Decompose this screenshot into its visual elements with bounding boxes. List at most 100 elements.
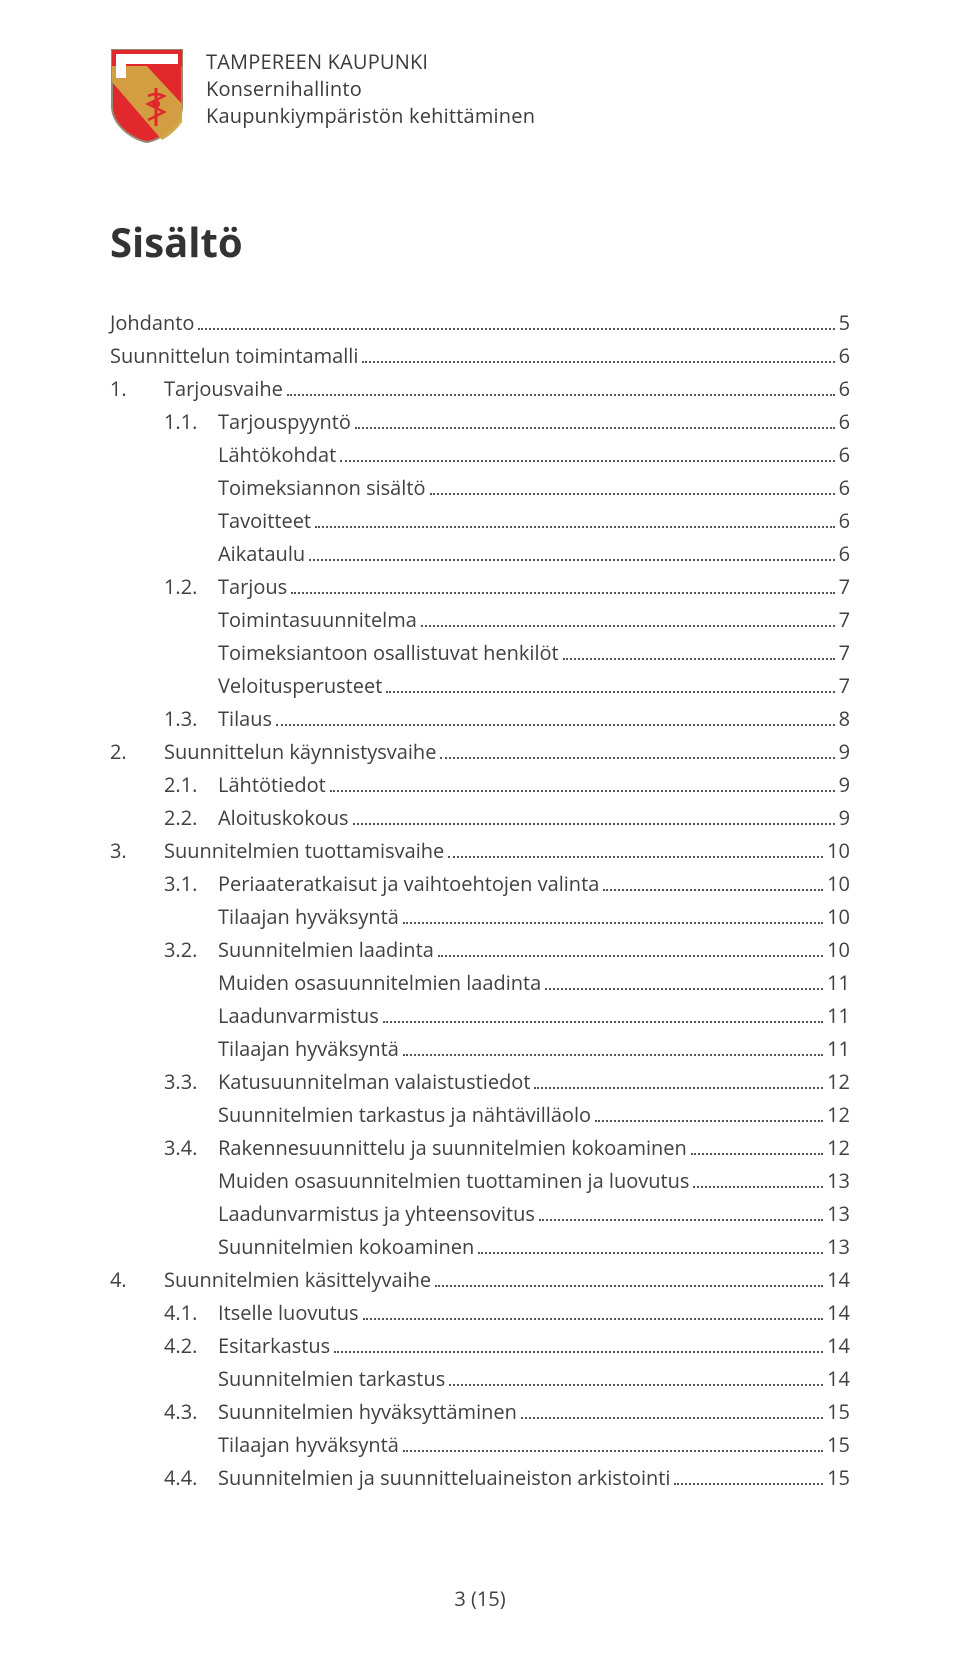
toc-entry-number: 2.2.	[164, 802, 218, 833]
toc-entry-label: Johdanto	[110, 307, 194, 338]
toc-entry-number: 2.	[110, 736, 164, 767]
toc-entry-page: 14	[827, 1363, 850, 1394]
toc-entry-page: 5	[839, 307, 850, 338]
toc-leader-dots	[287, 378, 835, 396]
toc-entry-label: Suunnittelun toimintamalli	[110, 340, 358, 371]
toc-entry-label: Katusuunnitelman valaistustiedot	[218, 1066, 530, 1097]
toc-entry: Suunnitelmien tarkastus ja nähtävilläolo…	[110, 1099, 850, 1130]
toc-leader-dots	[403, 906, 823, 924]
toc-entry: 1.2.Tarjous7	[110, 571, 850, 602]
toc-entry: Tilaajan hyväksyntä11	[110, 1033, 850, 1064]
toc-entry-page: 11	[827, 967, 850, 998]
toc-entry-label: Toimeksiannon sisältö	[218, 472, 426, 503]
toc-leader-dots	[403, 1038, 823, 1056]
toc-entry-page: 6	[839, 439, 850, 470]
toc-leader-dots	[309, 543, 834, 561]
toc-entry-page: 12	[827, 1066, 850, 1097]
toc-leader-dots	[330, 774, 835, 792]
toc-leader-dots	[440, 741, 834, 759]
toc-entry-page: 6	[839, 406, 850, 437]
toc-leader-dots	[521, 1401, 823, 1419]
toc-leader-dots	[315, 510, 835, 528]
toc-leader-dots	[448, 840, 823, 858]
toc-leader-dots	[386, 675, 834, 693]
toc-entry: Muiden osasuunnitelmien tuottaminen ja l…	[110, 1165, 850, 1196]
toc-entry-page: 10	[827, 835, 850, 866]
toc-leader-dots	[355, 411, 835, 429]
toc-entry-label: Aloituskokous	[218, 802, 349, 833]
toc-entry: Johdanto 5	[110, 307, 850, 338]
toc-entry-label: Suunnitelmien kokoaminen	[218, 1231, 474, 1262]
toc-entry: Toimintasuunnitelma7	[110, 604, 850, 635]
toc-leader-dots	[353, 807, 835, 825]
toc-entry-number: 4.1.	[164, 1297, 218, 1328]
toc-leader-dots	[421, 609, 835, 627]
toc-leader-dots	[198, 312, 834, 330]
toc-leader-dots	[539, 1203, 823, 1221]
toc-leader-dots	[674, 1467, 823, 1485]
toc-entry-label: Suunnittelun käynnistysvaihe	[164, 736, 436, 767]
toc-entry-page: 10	[827, 901, 850, 932]
toc-entry-page: 9	[839, 736, 850, 767]
toc-entry-page: 7	[839, 571, 850, 602]
toc-entry-number: 4.3.	[164, 1396, 218, 1427]
toc-entry-number: 1.	[110, 373, 164, 404]
toc-entry: 4.3.Suunnitelmien hyväksyttäminen15	[110, 1396, 850, 1427]
toc-entry-page: 15	[827, 1462, 850, 1493]
toc-entry-page: 10	[827, 934, 850, 965]
toc-entry-label: Veloitusperusteet	[218, 670, 382, 701]
toc-leader-dots	[478, 1236, 823, 1254]
toc-entry-page: 9	[839, 802, 850, 833]
toc-entry-label: Rakennesuunnittelu ja suunnitelmien koko…	[218, 1132, 687, 1163]
toc-entry: Lähtökohdat 6	[110, 439, 850, 470]
toc-leader-dots	[603, 873, 823, 891]
toc-entry-number: 1.3.	[164, 703, 218, 734]
toc-entry-page: 9	[839, 769, 850, 800]
toc-leader-dots	[403, 1434, 823, 1452]
toc-entry: Suunnittelun toimintamalli 6	[110, 340, 850, 371]
toc-entry-page: 12	[827, 1132, 850, 1163]
toc-entry-label: Suunnitelmien tarkastus	[218, 1363, 445, 1394]
toc-entry: 4.4.Suunnitelmien ja suunnitteluaineisto…	[110, 1462, 850, 1493]
document-header: TAMPEREEN KAUPUNKI Konsernihallinto Kaup…	[110, 48, 850, 144]
toc-entry-number: 1.2.	[164, 571, 218, 602]
toc-entry: 3.Suunnitelmien tuottamisvaihe10	[110, 835, 850, 866]
toc-entry: 1.1.Tarjouspyyntö6	[110, 406, 850, 437]
toc-leader-dots	[276, 708, 835, 726]
toc-entry: Toimeksiantoon osallistuvat henkilöt7	[110, 637, 850, 668]
toc-entry-page: 6	[839, 505, 850, 536]
toc-leader-dots	[563, 642, 835, 660]
toc-entry-label: Tavoitteet	[218, 505, 311, 536]
toc-entry-label: Lähtökohdat	[218, 439, 336, 470]
toc-entry-page: 15	[827, 1429, 850, 1460]
toc-entry: Toimeksiannon sisältö6	[110, 472, 850, 503]
toc-entry: 1.Tarjousvaihe6	[110, 373, 850, 404]
toc-entry: 3.2.Suunnitelmien laadinta10	[110, 934, 850, 965]
toc-entry: Tavoitteet 6	[110, 505, 850, 536]
tampere-logo-icon	[110, 48, 184, 144]
toc-entry-label: Esitarkastus	[218, 1330, 330, 1361]
toc-entry: 2.2.Aloituskokous 9	[110, 802, 850, 833]
toc-entry-page: 8	[839, 703, 850, 734]
toc-entry: Suunnitelmien tarkastus 14	[110, 1363, 850, 1394]
toc-entry-page: 6	[839, 538, 850, 569]
toc-entry-label: Aikataulu	[218, 538, 305, 569]
toc-entry-number: 1.1.	[164, 406, 218, 437]
toc-entry-page: 13	[827, 1198, 850, 1229]
toc-entry-page: 7	[839, 637, 850, 668]
toc-entry: Suunnitelmien kokoaminen13	[110, 1231, 850, 1262]
toc-leader-dots	[691, 1137, 823, 1155]
toc-entry-label: Itselle luovutus	[218, 1297, 359, 1328]
toc-entry-label: Suunnitelmien käsittelyvaihe	[164, 1264, 431, 1295]
toc-entry-label: Suunnitelmien hyväksyttäminen	[218, 1396, 517, 1427]
toc-leader-dots	[438, 939, 823, 957]
toc-entry-page: 6	[839, 340, 850, 371]
toc-leader-dots	[362, 345, 834, 363]
org-line-2: Konsernihallinto	[206, 75, 535, 102]
org-block: TAMPEREEN KAUPUNKI Konsernihallinto Kaup…	[206, 48, 535, 129]
toc-entry-page: 14	[827, 1264, 850, 1295]
toc-leader-dots	[334, 1335, 823, 1353]
toc-leader-dots	[383, 1005, 823, 1023]
toc-entry-page: 11	[827, 1033, 850, 1064]
toc-entry: 3.1.Periaateratkaisut ja vaihtoehtojen v…	[110, 868, 850, 899]
